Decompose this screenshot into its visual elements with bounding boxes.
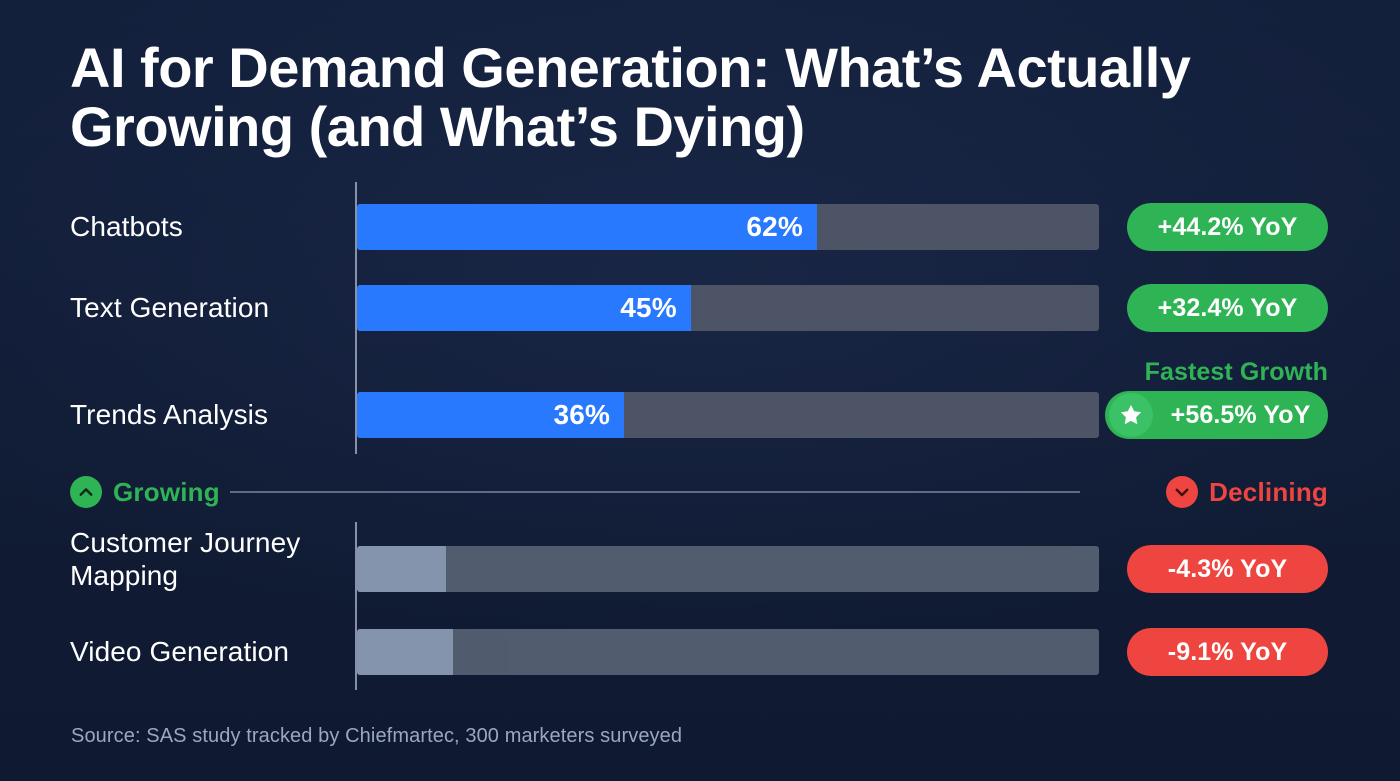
axis-line-upper	[355, 182, 357, 454]
badge-label: -4.3% YoY	[1167, 554, 1288, 583]
bar-track	[357, 546, 1099, 592]
bar-fill-growing: 45%	[357, 285, 691, 331]
badge-label: -9.1% YoY	[1167, 637, 1288, 666]
bar-value-label: 45%	[620, 292, 677, 323]
table-row: Text Generation 45% +32.4% YoY	[0, 281, 1400, 335]
trend-divider: Growing Declining	[0, 472, 1400, 512]
status-badge: +44.2% YoY	[1127, 203, 1328, 251]
chevron-down-circle-icon	[1166, 476, 1199, 508]
bar-fill-growing: 36%	[357, 392, 625, 438]
status-badge: -9.1% YoY	[1127, 628, 1328, 676]
star-icon	[1109, 393, 1153, 437]
bar-track: 45%	[357, 285, 1099, 331]
legend-growing-label: Growing	[113, 476, 220, 507]
chevron-up-circle-icon	[70, 476, 102, 508]
badge-label: +32.4% YoY	[1157, 293, 1298, 322]
row-label: Video Generation	[70, 636, 290, 668]
divider-line	[230, 491, 1080, 493]
row-label: Trends Analysis	[70, 399, 269, 431]
row-label: Text Generation	[70, 292, 270, 324]
legend-declining-label: Declining	[1209, 476, 1328, 507]
table-row: Trends Analysis 36% +56.5% YoY	[0, 388, 1400, 442]
legend-declining: Declining	[1166, 476, 1328, 508]
row-label: Chatbots	[70, 211, 183, 243]
badge-label: +44.2% YoY	[1157, 212, 1298, 241]
page-title: AI for Demand Generation: What’s Actuall…	[70, 36, 1191, 159]
bar-fill-growing: 62%	[357, 204, 818, 250]
bar-track	[357, 629, 1099, 675]
status-badge: +32.4% YoY	[1127, 284, 1328, 332]
source-note: Source: SAS study tracked by Chiefmartec…	[71, 725, 683, 747]
bar-fill-declining	[357, 546, 447, 592]
status-badge: -4.3% YoY	[1127, 545, 1328, 593]
bar-track: 36%	[357, 392, 1099, 438]
bar-fill-declining	[357, 629, 454, 675]
badge-label: +56.5% YoY	[1170, 400, 1311, 429]
table-row: Customer Journey Mapping -4.3% YoY	[0, 527, 1400, 596]
bar-value-label: 36%	[553, 399, 611, 430]
row-label: Customer Journey Mapping	[70, 527, 301, 592]
bar-track: 62%	[357, 204, 1099, 250]
fastest-growth-annotation: Fastest Growth	[1144, 358, 1328, 386]
legend-growing: Growing	[70, 476, 220, 508]
table-row: Video Generation -9.1% YoY	[0, 625, 1400, 679]
bar-value-label: 62%	[746, 211, 804, 242]
axis-line-lower	[355, 522, 357, 690]
status-badge-fastest: +56.5% YoY	[1105, 391, 1328, 439]
table-row: Chatbots 62% +44.2% YoY	[0, 200, 1400, 254]
